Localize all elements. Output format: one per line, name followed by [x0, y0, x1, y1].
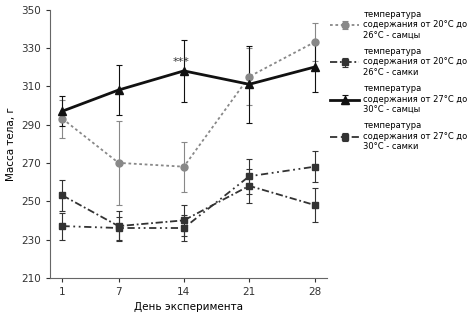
Legend: температура
содержания от 20°С до
26°С - самцы, температура
содержания от 20°С д: температура содержания от 20°С до 26°С -…	[330, 10, 467, 151]
Text: ***: ***	[173, 57, 190, 67]
X-axis label: День эксперимента: День эксперимента	[134, 302, 243, 313]
Y-axis label: Масса тела, г: Масса тела, г	[6, 107, 16, 181]
